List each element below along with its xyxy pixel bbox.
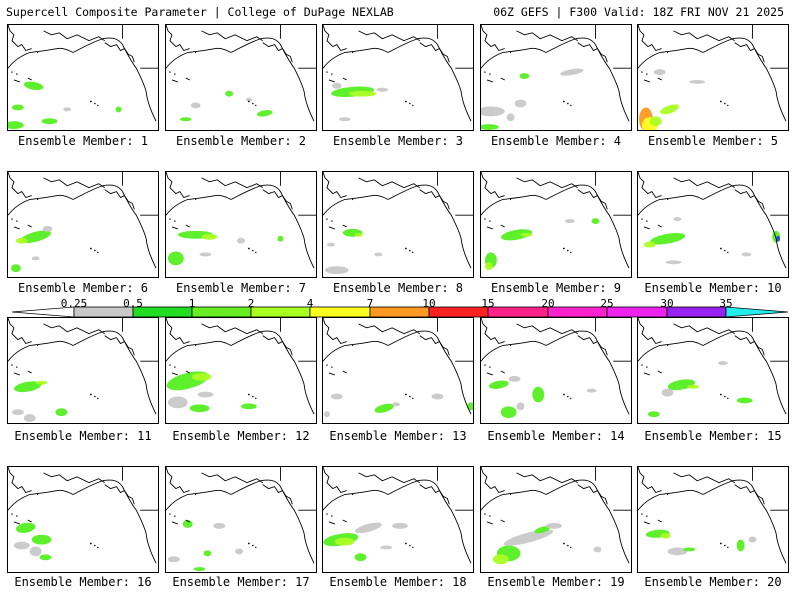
colorbar-end-arrow	[725, 306, 789, 318]
panel-caption: Ensemble Member: 6	[17, 281, 149, 295]
colorbar-segment	[369, 306, 430, 318]
colorbar-tick-label: 2	[247, 297, 255, 310]
panel-caption: Ensemble Member: 9	[490, 281, 622, 295]
ensemble-map-panel	[7, 171, 159, 278]
panel-caption: Ensemble Member: 11	[14, 429, 152, 443]
ensemble-map-panel	[165, 466, 317, 573]
run-info: 06Z GEFS | F300 Valid: 18Z FRI NOV 21 20…	[493, 5, 784, 19]
ensemble-map-panel	[7, 24, 159, 131]
map-graphic	[8, 467, 158, 564]
panel-caption: Ensemble Member: 10	[644, 281, 782, 295]
colorbar-segment	[487, 306, 549, 318]
ensemble-map-panel	[165, 24, 317, 131]
map-graphic	[481, 172, 631, 271]
ensemble-map-panel	[322, 171, 474, 278]
map-graphic	[323, 318, 473, 418]
panel-caption: Ensemble Member: 1	[17, 134, 149, 148]
ensemble-map-panel	[480, 466, 632, 573]
map-graphic	[638, 318, 788, 418]
panel-caption: Ensemble Member: 5	[647, 134, 779, 148]
colorbar-segment	[428, 306, 489, 318]
map-graphic	[323, 25, 473, 122]
map-graphic	[638, 172, 788, 269]
panel-caption: Ensemble Member: 17	[172, 575, 310, 589]
ensemble-map-panel	[637, 466, 789, 573]
map-graphic	[166, 25, 316, 122]
map-title: Supercell Composite Parameter | College …	[6, 5, 394, 19]
ensemble-map-panel	[480, 24, 632, 131]
panel-caption: Ensemble Member: 15	[644, 429, 782, 443]
ensemble-map-panel	[480, 317, 632, 424]
colorbar-legend: 0.25 0.5 1 2 4 7 10 15 20 25 30 35	[0, 297, 800, 319]
colorbar-tick-label: 4	[306, 297, 314, 310]
ensemble-map-panel	[7, 317, 159, 424]
colorbar-segment	[666, 306, 727, 318]
colorbar-segment	[191, 306, 252, 318]
colorbar-start-arrow	[11, 306, 75, 318]
panel-caption: Ensemble Member: 20	[644, 575, 782, 589]
map-graphic	[481, 467, 631, 565]
map-graphic	[166, 318, 316, 415]
ensemble-map-panel	[637, 317, 789, 424]
ensemble-map-panel	[165, 171, 317, 278]
colorbar-segment	[606, 306, 668, 318]
ensemble-map-panel	[7, 466, 159, 573]
colorbar-tick-label: 7	[366, 297, 374, 310]
map-graphic	[166, 172, 316, 269]
map-graphic	[638, 25, 788, 130]
map-graphic	[481, 318, 631, 419]
panel-caption: Ensemble Member: 14	[487, 429, 625, 443]
map-graphic	[323, 467, 473, 564]
panel-caption: Ensemble Member: 7	[175, 281, 307, 295]
colorbar-segment	[73, 306, 134, 318]
map-graphic	[8, 318, 158, 423]
ensemble-map-panel	[322, 317, 474, 424]
panel-caption: Ensemble Member: 4	[490, 134, 622, 148]
panel-caption: Ensemble Member: 8	[332, 281, 464, 295]
colorbar-segment	[250, 306, 311, 318]
panel-caption: Ensemble Member: 3	[332, 134, 464, 148]
ensemble-map-panel	[165, 317, 317, 424]
map-graphic	[166, 467, 316, 572]
panel-caption: Ensemble Member: 13	[329, 429, 467, 443]
map-graphic	[8, 25, 158, 130]
map-graphic	[638, 467, 788, 564]
ensemble-map-panel	[637, 171, 789, 278]
map-graphic	[8, 172, 158, 273]
ensemble-map-panel	[322, 24, 474, 131]
ensemble-map-panel	[322, 466, 474, 573]
colorbar-segment	[132, 306, 193, 318]
ensemble-map-panel	[637, 24, 789, 131]
panel-caption: Ensemble Member: 2	[175, 134, 307, 148]
colorbar-tick-label: 1	[188, 297, 196, 310]
map-graphic	[323, 172, 473, 275]
map-graphic	[481, 25, 631, 130]
colorbar-segment	[309, 306, 371, 318]
panel-caption: Ensemble Member: 12	[172, 429, 310, 443]
colorbar-segment	[547, 306, 608, 318]
panel-caption: Ensemble Member: 19	[487, 575, 625, 589]
colorbar	[11, 306, 789, 318]
ensemble-map-panel	[480, 171, 632, 278]
panel-caption: Ensemble Member: 16	[14, 575, 152, 589]
panel-caption: Ensemble Member: 18	[329, 575, 467, 589]
